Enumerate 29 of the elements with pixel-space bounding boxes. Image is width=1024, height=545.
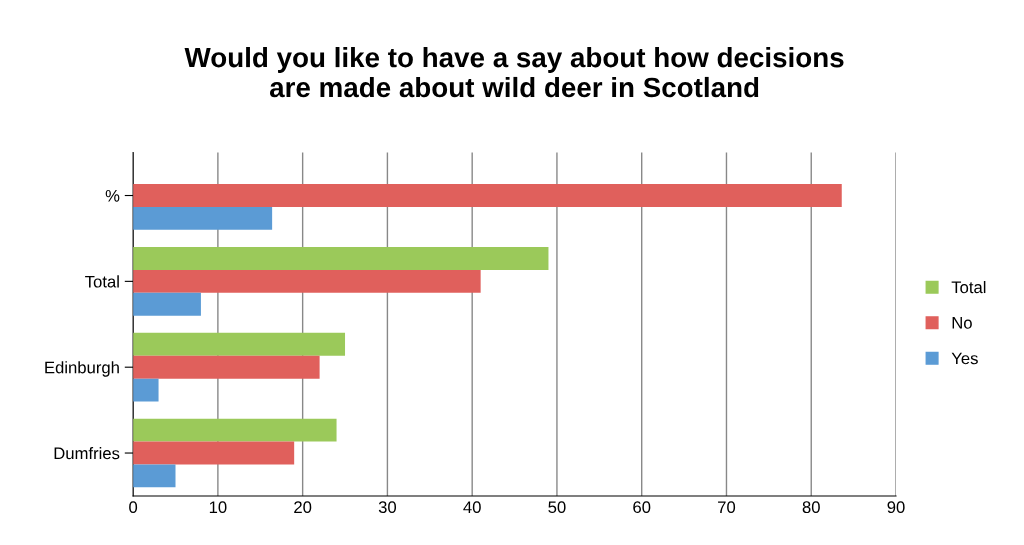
x-tick-label: 0 xyxy=(129,501,138,514)
y-tick-label: % xyxy=(105,189,120,202)
bar xyxy=(133,355,320,379)
chart-title: Would you like to have a say about how decisions are made about wild deer in Scotland xyxy=(184,46,844,98)
x-tick-label: 20 xyxy=(294,501,312,514)
bar xyxy=(133,441,295,465)
bar xyxy=(133,418,337,442)
bar xyxy=(133,332,346,356)
bar xyxy=(133,269,481,293)
x-tick-label: 50 xyxy=(548,501,566,514)
bar xyxy=(133,184,842,207)
x-tick-label: 40 xyxy=(463,501,481,514)
bar xyxy=(133,247,549,270)
y-tick-label: Edinburgh xyxy=(45,361,119,377)
x-tick-label: 70 xyxy=(718,501,736,514)
x-tick-label: 30 xyxy=(378,501,397,514)
x-tick-label: 80 xyxy=(802,501,820,514)
x-tick-label: 90 xyxy=(887,501,905,514)
x-tick-label: 10 xyxy=(209,501,227,514)
bar xyxy=(133,378,159,402)
y-tick-label: Dumfries xyxy=(54,446,120,460)
legend-label: No xyxy=(952,317,972,329)
legend-label: Total xyxy=(951,280,986,294)
x-tick-label: 60 xyxy=(633,501,651,514)
legend-label: Yes xyxy=(951,352,978,365)
bar xyxy=(133,464,176,488)
bar xyxy=(133,292,201,316)
y-tick-label: Total xyxy=(85,275,119,288)
bar xyxy=(133,206,273,230)
